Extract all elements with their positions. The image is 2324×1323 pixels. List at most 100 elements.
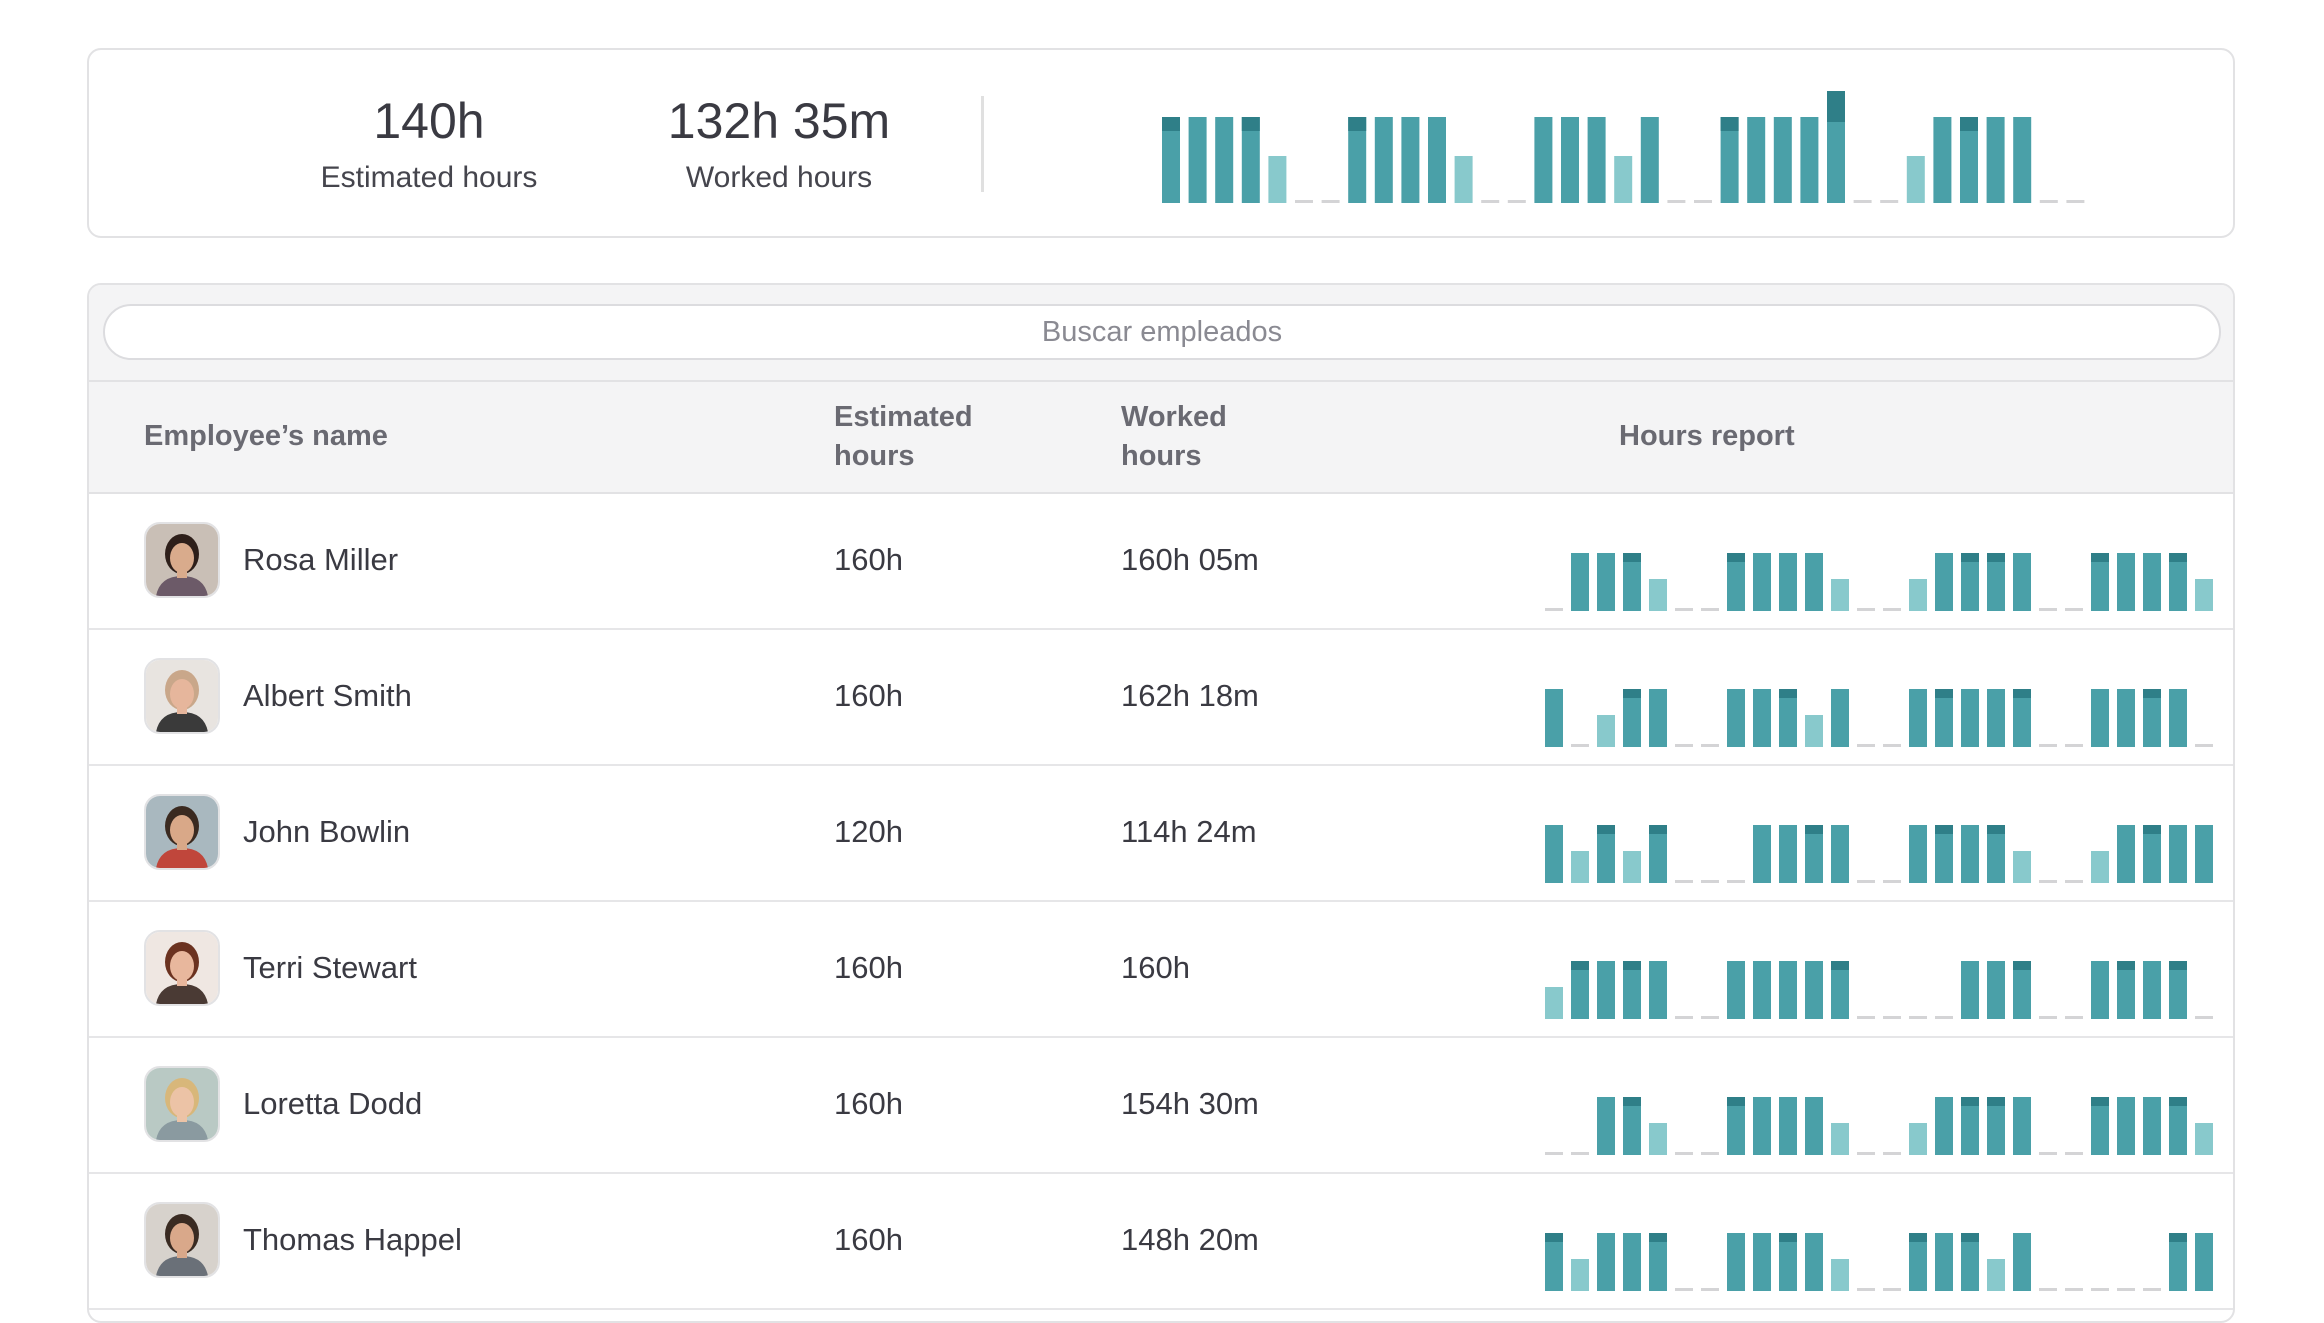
hours-bar bbox=[1779, 689, 1797, 747]
hours-bar bbox=[1701, 1288, 1719, 1291]
column-header-worked[interactable]: Worked hours bbox=[1121, 401, 1227, 472]
hours-bar bbox=[1571, 744, 1589, 747]
hours-bar bbox=[2039, 744, 2057, 747]
person-photo-icon bbox=[146, 1068, 218, 1140]
employee-worked-hours: 160h 05m bbox=[1121, 542, 1259, 577]
hours-bar bbox=[1268, 156, 1287, 203]
hours-bar-overtime bbox=[2143, 825, 2161, 834]
hours-bar bbox=[2143, 1097, 2161, 1155]
hours-bar bbox=[1727, 689, 1745, 747]
hours-bar bbox=[2143, 553, 2161, 611]
employee-worked-hours: 162h 18m bbox=[1121, 678, 1259, 713]
hours-bar bbox=[1933, 117, 1952, 203]
hours-bar bbox=[1961, 825, 1979, 883]
hours-bar bbox=[1215, 117, 1234, 203]
avatar bbox=[144, 930, 220, 1006]
hours-bar bbox=[1545, 1233, 1563, 1291]
hours-bar bbox=[1935, 1097, 1953, 1155]
hours-bar-overtime bbox=[1909, 1233, 1927, 1242]
table-row[interactable]: Terri Stewart 160h 160h bbox=[89, 902, 2233, 1038]
hours-bar bbox=[1805, 825, 1823, 883]
hours-bar bbox=[1883, 744, 1901, 747]
hours-bar bbox=[1454, 156, 1473, 203]
hours-bar bbox=[1779, 1233, 1797, 1291]
hours-bar bbox=[1831, 825, 1849, 883]
hours-bar bbox=[1753, 553, 1771, 611]
hours-bar bbox=[1295, 200, 1313, 203]
hours-bar bbox=[2143, 961, 2161, 1019]
hours-bar-overtime bbox=[1720, 117, 1739, 131]
hours-bar bbox=[1883, 608, 1901, 611]
employee-worked-hours: 148h 20m bbox=[1121, 1222, 1259, 1257]
hours-bar bbox=[1649, 579, 1667, 611]
hours-bar bbox=[1162, 117, 1180, 203]
hours-bar bbox=[1773, 117, 1792, 203]
hours-bar-overtime bbox=[1960, 117, 1978, 131]
hours-bar bbox=[2013, 1233, 2031, 1291]
hours-bar-overtime bbox=[2143, 689, 2161, 698]
hours-bar bbox=[1800, 117, 1819, 203]
hours-bar-overtime bbox=[1779, 689, 1797, 698]
hours-bar bbox=[1348, 117, 1367, 203]
hours-bar bbox=[2065, 608, 2083, 611]
table-row[interactable]: Albert Smith 160h 162h 18m bbox=[89, 630, 2233, 766]
hours-bar-overtime bbox=[1623, 1097, 1641, 1106]
table-header: Employee’s name Estimated hours Worked h… bbox=[89, 380, 2233, 494]
hours-bar bbox=[1883, 1016, 1901, 1019]
table-row[interactable]: Thomas Happel 160h 148h 20m bbox=[89, 1174, 2233, 1310]
hours-bar bbox=[1986, 117, 2005, 203]
hours-bar bbox=[1649, 825, 1667, 883]
column-header-name[interactable]: Employee’s name bbox=[144, 420, 388, 452]
estimated-hours-stat: 140h Estimated hours bbox=[219, 90, 639, 196]
hours-bar bbox=[1481, 200, 1500, 203]
hours-bar-overtime bbox=[1831, 961, 1849, 970]
hours-bar bbox=[1701, 1152, 1719, 1155]
hours-bar bbox=[1571, 1259, 1589, 1291]
estimated-hours-value: 140h bbox=[373, 93, 485, 149]
employee-name: Albert Smith bbox=[243, 678, 412, 713]
hours-bar bbox=[1623, 1233, 1641, 1291]
hours-bar bbox=[1623, 961, 1641, 1019]
hours-bar bbox=[1961, 1097, 1979, 1155]
hours-bar-overtime bbox=[1987, 825, 2005, 834]
hours-bar-overtime bbox=[1779, 1233, 1797, 1242]
hours-bar bbox=[1675, 1288, 1693, 1291]
summary-hours-chart bbox=[1162, 91, 2085, 203]
hours-bar bbox=[1831, 689, 1849, 747]
hours-bar bbox=[1805, 715, 1823, 747]
hours-bar bbox=[2013, 961, 2031, 1019]
hours-bar bbox=[2091, 1097, 2109, 1155]
column-header-estimated[interactable]: Estimated hours bbox=[834, 401, 973, 472]
table-row[interactable]: Rosa Miller 160h 160h 05m bbox=[89, 494, 2233, 630]
search-area bbox=[89, 285, 2233, 380]
hours-bar bbox=[1857, 608, 1875, 611]
hours-bar-overtime bbox=[1649, 1233, 1667, 1242]
hours-bar bbox=[2169, 825, 2187, 883]
hours-bar-overtime bbox=[1727, 553, 1745, 562]
hours-bar bbox=[1649, 1233, 1667, 1291]
employee-hours-chart bbox=[1545, 961, 2213, 1019]
search-employees-input[interactable] bbox=[103, 304, 2221, 360]
hours-bar bbox=[2169, 1097, 2187, 1155]
employees-table-card: Employee’s name Estimated hours Worked h… bbox=[87, 283, 2235, 1323]
hours-bar bbox=[2117, 961, 2135, 1019]
hours-bar-overtime bbox=[1571, 961, 1589, 970]
hours-bar bbox=[1987, 825, 2005, 883]
hours-bar bbox=[1987, 961, 2005, 1019]
hours-bar bbox=[1909, 1016, 1927, 1019]
hours-bar-overtime bbox=[1623, 689, 1641, 698]
hours-bar bbox=[1935, 1016, 1953, 1019]
table-row[interactable]: John Bowlin 120h 114h 24m bbox=[89, 766, 2233, 902]
hours-bar bbox=[1909, 579, 1927, 611]
hours-bar bbox=[1545, 1152, 1563, 1155]
hours-bar bbox=[1857, 1152, 1875, 1155]
employee-estimated-hours: 160h bbox=[834, 1086, 903, 1121]
avatar bbox=[144, 658, 220, 734]
employee-estimated-hours: 120h bbox=[834, 814, 903, 849]
table-row[interactable]: Loretta Dodd 160h 154h 30m bbox=[89, 1038, 2233, 1174]
hours-bar bbox=[1805, 553, 1823, 611]
hours-bar bbox=[1188, 117, 1207, 203]
hours-bar bbox=[1753, 825, 1771, 883]
hours-bar bbox=[1727, 961, 1745, 1019]
employee-name: Thomas Happel bbox=[243, 1222, 462, 1257]
